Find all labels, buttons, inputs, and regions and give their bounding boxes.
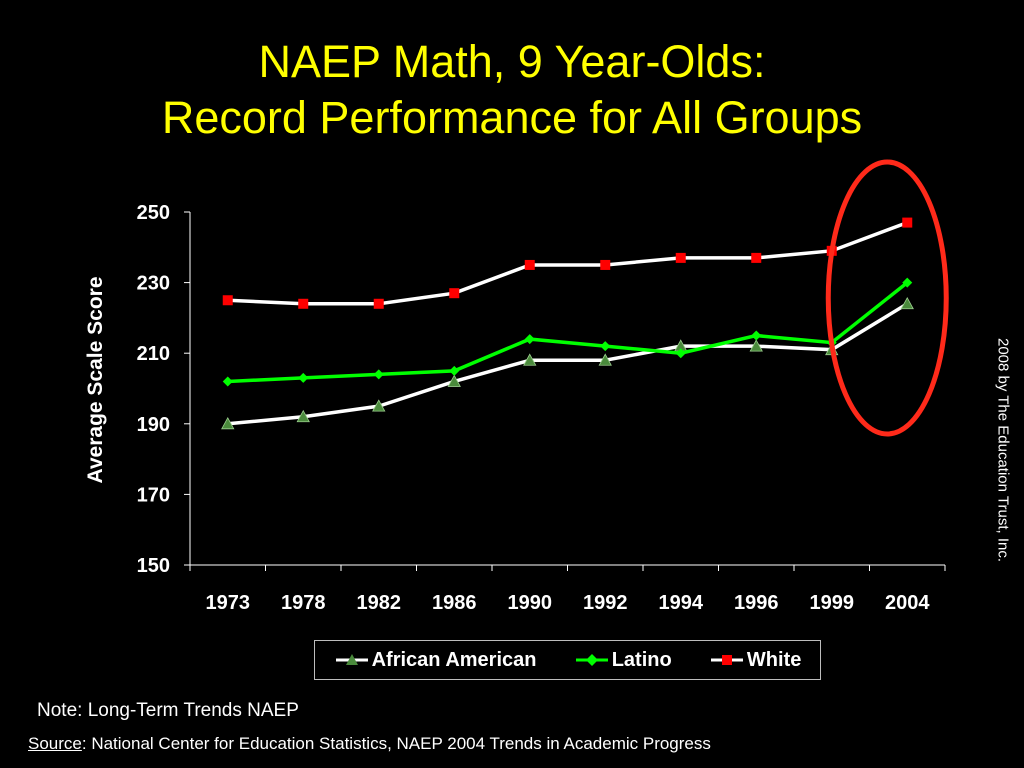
x-tick-label: 1992 [583, 592, 628, 614]
data-point-latino [298, 372, 309, 383]
data-point-african-american [598, 353, 612, 366]
data-point-african-american [900, 296, 914, 310]
data-point-latino [600, 341, 611, 352]
title-line-1: NAEP Math, 9 Year-Olds: [258, 36, 766, 87]
y-tick-label: 250 [137, 202, 170, 224]
data-point-white [675, 252, 686, 263]
source-text: : National Center for Education Statisti… [81, 734, 711, 753]
legend-label-white: White [746, 648, 802, 671]
data-point-white [373, 298, 384, 309]
title-line-2: Record Performance for All Groups [161, 92, 863, 143]
y-tick-label: 210 [137, 343, 170, 365]
data-point-white [600, 259, 611, 270]
data-point-african-american [296, 409, 310, 423]
y-tick-label: 170 [137, 484, 170, 506]
series-line-white [227, 220, 908, 306]
x-tick-label: 1994 [659, 592, 704, 614]
data-point-latino [222, 376, 233, 387]
data-point-white [222, 295, 233, 306]
y-axis-label: Average Scale Score [84, 276, 107, 484]
data-point-latino [373, 369, 384, 380]
x-tick-label: 1986 [432, 592, 477, 614]
data-point-white [524, 259, 535, 270]
data-point-latino [751, 330, 762, 341]
x-tick-label: 1996 [734, 592, 779, 614]
data-point-african-american [523, 353, 537, 366]
x-tick-label: 1978 [281, 592, 326, 614]
data-point-latino [524, 334, 535, 345]
highlight-ellipse [825, 159, 949, 437]
data-point-african-american [447, 374, 461, 387]
legend-item-african-american: African American [334, 648, 537, 672]
legend-label-latino: Latino [611, 648, 672, 671]
legend-label-african-american: African American [371, 648, 537, 671]
source-label: Source [28, 734, 82, 753]
y-tick-label: 150 [137, 555, 170, 577]
data-point-latino [675, 348, 686, 359]
legend-item-latino: Latino [574, 649, 672, 672]
data-point-white [751, 252, 762, 263]
y-tick-label: 190 [137, 414, 170, 436]
x-tick-label: 1990 [508, 592, 553, 614]
source-line: Source: National Center for Education St… [28, 734, 711, 754]
series-line-african-american [227, 302, 909, 426]
data-point-white [298, 298, 309, 309]
y-tick-label: 230 [137, 273, 170, 295]
copyright-text: 2008 by The Education Trust, Inc. [994, 337, 1012, 563]
data-point-african-american [749, 339, 763, 352]
x-tick-label: 1973 [206, 592, 251, 614]
x-tick-label: 1982 [357, 592, 402, 614]
x-tick-label: 2004 [885, 592, 930, 614]
data-point-latino [449, 365, 460, 376]
slide-title: NAEP Math, 9 Year-Olds: Record Performan… [0, 34, 1024, 146]
chart-legend: African American Latino White [314, 640, 821, 680]
note-text: Note: Long-Term Trends NAEP [37, 700, 299, 721]
data-point-white [902, 217, 913, 228]
data-point-latino [902, 277, 913, 288]
series-line-latino [227, 281, 909, 384]
triangle-marker-icon [335, 654, 368, 665]
data-point-african-american [221, 416, 235, 430]
diamond-marker-icon [575, 654, 608, 666]
legend-item-white: White [709, 649, 801, 672]
data-point-white [449, 288, 460, 299]
data-point-african-american [372, 399, 386, 412]
square-marker-icon [710, 655, 743, 665]
x-tick-label: 1999 [810, 592, 855, 614]
